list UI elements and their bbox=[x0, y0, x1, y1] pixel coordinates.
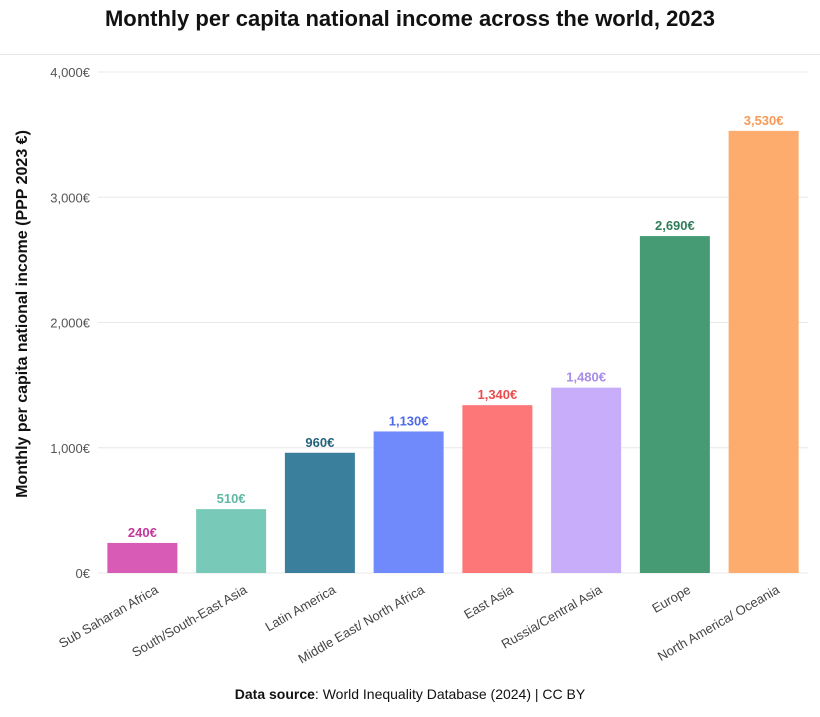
x-tick-label: East Asia bbox=[461, 582, 516, 622]
y-tick-label: 0€ bbox=[76, 566, 91, 581]
bar bbox=[284, 452, 355, 573]
y-tick-labels: 0€ 1,000€ 2,000€ 3,000€ 4,000€ bbox=[50, 65, 91, 581]
data-source-text: : World Inequality Database (2024) | CC … bbox=[314, 686, 586, 702]
y-tick-label: 1,000€ bbox=[50, 441, 91, 456]
bar bbox=[196, 509, 267, 573]
value-label: 1,480€ bbox=[566, 370, 606, 385]
x-tick-label: Latin America bbox=[262, 582, 338, 635]
bars bbox=[107, 130, 799, 573]
value-label: 240€ bbox=[128, 525, 157, 540]
value-label: 510€ bbox=[217, 491, 246, 506]
data-source: Data source: World Inequality Database (… bbox=[0, 686, 820, 702]
value-label: 3,530€ bbox=[744, 113, 784, 128]
bar bbox=[551, 387, 622, 573]
bar bbox=[373, 431, 444, 573]
bar bbox=[462, 405, 533, 573]
chart-title: Monthly per capita national income acros… bbox=[104, 6, 716, 31]
x-tick-label: Russia/Central Asia bbox=[499, 582, 605, 652]
x-tick-label: Europe bbox=[649, 582, 693, 616]
y-axis-label: Monthly per capita national income (PPP … bbox=[14, 130, 31, 498]
y-tick-label: 2,000€ bbox=[50, 316, 91, 331]
data-source-label: Data source bbox=[234, 686, 315, 702]
y-tick-label: 3,000€ bbox=[50, 190, 91, 205]
bar bbox=[639, 236, 710, 573]
value-labels: 240€ 510€ 960€ 1,130€ 1,340€ 1,480€ 2,690€ 3,53… bbox=[128, 113, 784, 540]
value-label: 1,340€ bbox=[477, 387, 517, 402]
value-label: 2,690€ bbox=[655, 218, 695, 233]
bar-chart: 0€ 1,000€ 2,000€ 3,000€ 4,000€ 240€ 510€ 960€ 1… bbox=[14, 65, 808, 667]
value-label: 1,130€ bbox=[389, 413, 429, 428]
title-divider bbox=[0, 54, 820, 55]
bar bbox=[728, 130, 799, 573]
y-tick-label: 4,000€ bbox=[50, 65, 91, 80]
bar bbox=[107, 542, 178, 573]
value-label: 960€ bbox=[305, 435, 334, 450]
